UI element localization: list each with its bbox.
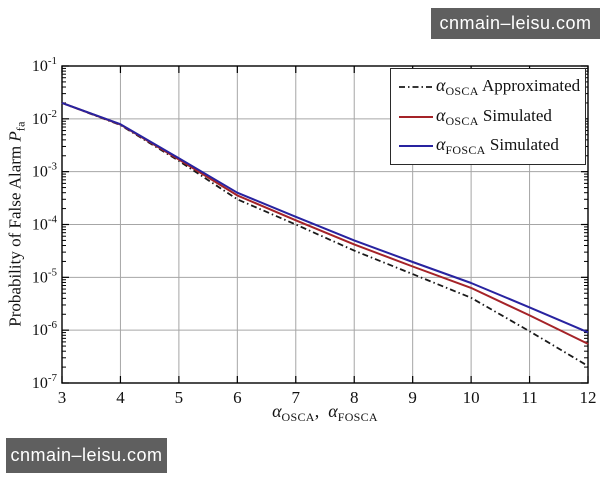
x-axis-sub2: FOSCA [337,410,378,424]
y-axis-symbol: P [5,131,25,142]
watermark-top-right: cnmain–leisu.com [431,8,600,39]
y-tick-label: 10-2 [32,108,57,128]
y-axis-label-text: Probability of False Alarm [5,141,25,327]
curve-alpha-fosca-simulated [61,101,589,334]
y-tick-label: 10-5 [32,266,58,286]
x-axis-label: αOSCA, αFOSCA [125,401,525,425]
y-tick-label: 10-3 [32,161,58,181]
watermark-bottom-left: cnmain–leisu.com [6,438,167,473]
legend-alpha: α [436,74,446,95]
x-tick-label: 9 [408,388,417,407]
x-tick-label: 3 [58,388,67,407]
y-axis-symbol-subscript: fa [13,121,28,132]
legend-entry-fosca-simulated: αFOSCA Simulated [398,134,585,158]
legend-line-blue-icon [399,145,433,148]
x-tick-label: 7 [292,388,301,407]
legend: αOSCA Approximated αOSCA Simulated αFOSC… [390,68,586,165]
y-tick-label: 10-1 [32,55,57,75]
x-tick-label: 12 [580,388,597,407]
axes-box [61,65,589,384]
legend-line-dashdot-icon [399,85,433,88]
x-tick-label: 11 [521,388,537,407]
legend-alpha-subscript: FOSCA [445,143,486,158]
y-tick-label: 10-7 [32,372,58,392]
y-axis-label: Probability of False Alarm Pfa [6,121,29,326]
y-tick-label: 10-4 [32,214,58,234]
legend-label: αOSCA Simulated [436,105,552,129]
legend-alpha-subscript: OSCA [445,83,479,98]
legend-alpha: α [436,104,446,125]
x-tick-label: 8 [350,388,359,407]
legend-entry-approximated: αOSCA Approximated [398,75,585,99]
legend-text: Approximated [478,75,581,95]
y-tick-label: 10-6 [32,319,58,339]
x-axis-alpha1: α [272,401,282,421]
x-tick-label: 5 [175,388,184,407]
legend-line-red-icon [399,115,433,118]
legend-alpha: α [436,134,446,155]
x-axis-alpha2: α [328,401,338,421]
x-tick-label: 4 [116,388,125,407]
x-tick-label: 6 [233,388,242,407]
legend-alpha-subscript: OSCA [445,113,479,128]
legend-label: αFOSCA Simulated [436,134,559,158]
legend-entry-osca-simulated: αOSCA Simulated [398,105,585,129]
legend-label: αOSCA Approximated [436,75,580,99]
x-axis-separator: , [314,401,329,421]
legend-text: Simulated [485,135,559,155]
x-tick-label: 10 [463,388,480,407]
legend-text: Simulated [478,105,552,125]
x-axis-sub1: OSCA [281,410,315,424]
